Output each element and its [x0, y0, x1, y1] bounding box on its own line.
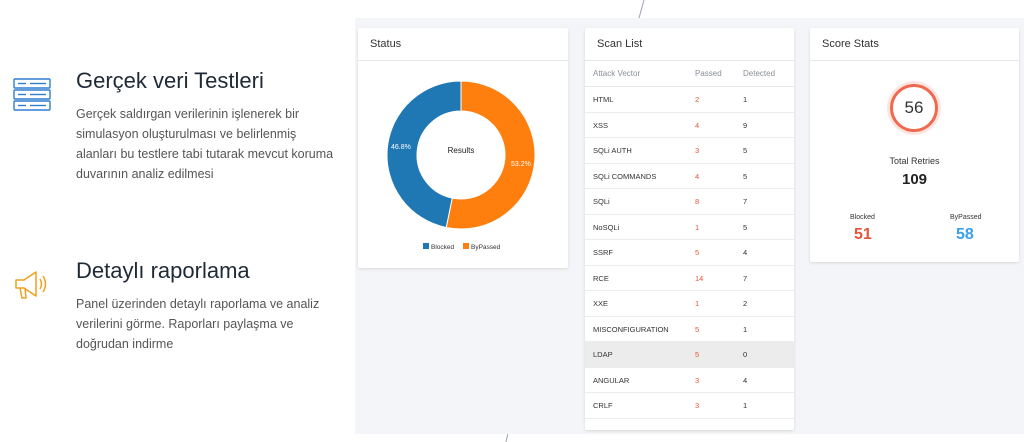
detected-cell: 4	[743, 375, 748, 385]
bypassed-percent-label: 53.2%	[511, 161, 531, 168]
passed-cell: 3	[695, 146, 700, 155]
megaphone-icon	[15, 271, 47, 299]
table-body: HTML 2 1 XSS 4 9 SQLi AUTH 3 5 SQLi COMMANDS 4 5 SQL…	[585, 87, 794, 419]
column-header: Attack Vector	[593, 69, 641, 78]
server-rack-icon	[13, 78, 51, 111]
detected-cell: 7	[743, 197, 748, 206]
attack-vector-cell: XSS	[593, 120, 609, 130]
detected-cell: 5	[743, 171, 748, 181]
table-row[interactable]: NoSQLi 1 5	[585, 215, 794, 240]
passed-cell: 1	[695, 299, 700, 308]
blocked-percent-label: 46.8%	[391, 144, 411, 151]
donut-center-label: Results	[448, 146, 475, 155]
passed-cell: 5	[695, 350, 700, 359]
total-retries-label: Total Retries	[889, 156, 940, 166]
table-row[interactable]: SQLi COMMANDS 4 5	[585, 164, 794, 189]
detected-cell: 7	[743, 273, 748, 283]
slice-blocked[interactable]	[386, 80, 462, 229]
attack-vector-cell: NoSQLi	[593, 222, 620, 232]
detected-cell: 2	[743, 299, 748, 308]
passed-cell: 1	[695, 222, 700, 232]
table-row[interactable]: LDAP 5 0	[585, 342, 794, 368]
score-ring: 56	[890, 84, 938, 132]
passed-cell: 4	[695, 171, 700, 181]
table-header: Attack Vector Passed Detected	[585, 61, 794, 87]
slice-bypassed[interactable]	[445, 80, 536, 230]
feature-title: Gerçek veri Testleri	[76, 68, 264, 93]
status-donut-chart: Results 46.8% 53.2% Blocked ByPassed	[386, 80, 536, 251]
card-title: Status	[358, 28, 568, 61]
dashboard-panel: Status Results 46.8% 53.2% Blocked ByPassed …	[355, 18, 1024, 434]
card-title: Scan List	[585, 28, 794, 61]
total-retries-value: 109	[901, 171, 928, 188]
blocked-value: 51	[854, 226, 872, 243]
attack-vector-cell: SQLi AUTH	[593, 146, 632, 155]
passed-cell: 3	[695, 401, 700, 410]
table-row[interactable]: XSS 4 9	[585, 113, 794, 138]
detected-cell: 4	[743, 248, 748, 257]
legend-bypassed-label: ByPassed	[471, 244, 501, 251]
attack-vector-cell: SSRF	[593, 248, 614, 257]
detected-cell: 1	[743, 401, 748, 410]
feature-title: Detaylı raporlama	[76, 258, 250, 283]
attack-vector-cell: SQLi COMMANDS	[593, 171, 657, 181]
attack-vector-cell: RCE	[593, 273, 609, 283]
attack-vector-cell: LDAP	[593, 350, 613, 359]
table-row[interactable]: SQLi 8 7	[585, 189, 794, 215]
passed-cell: 2	[695, 95, 700, 104]
passed-cell: 8	[695, 197, 700, 206]
passed-cell: 4	[695, 120, 700, 130]
detected-cell: 1	[743, 95, 748, 104]
feature-description: Panel üzerinden detaylı raporlama ve ana…	[76, 297, 320, 351]
table-row[interactable]: SQLi AUTH 3 5	[585, 138, 794, 164]
detected-cell: 9	[743, 120, 748, 130]
table-row[interactable]: XXE 1 2	[585, 291, 794, 317]
attack-vector-cell: MISCONFIGURATION	[593, 324, 669, 334]
decorative-line	[638, 0, 645, 19]
passed-cell: 5	[695, 248, 700, 257]
detected-cell: 0	[743, 350, 748, 359]
passed-cell: 5	[695, 324, 700, 334]
blocked-label: Blocked	[850, 214, 875, 221]
detected-cell: 1	[743, 324, 748, 334]
status-card: Status Results 46.8% 53.2% Blocked ByPassed	[358, 28, 568, 268]
detected-cell: 5	[743, 222, 748, 232]
column-header: Detected	[743, 69, 776, 78]
table-row[interactable]: SSRF 5 4	[585, 240, 794, 266]
table-row[interactable]: CRLF 3 1	[585, 393, 794, 419]
attack-vector-cell: XXE	[593, 299, 609, 308]
table-row[interactable]: ANGULAR 3 4	[585, 368, 794, 393]
legend-bypassed-swatch	[463, 243, 469, 249]
score-stats-card: Score Stats 56 Total Retries 109 Blocked…	[810, 28, 1019, 262]
bypassed-label: ByPassed	[950, 214, 982, 221]
attack-vector-cell: ANGULAR	[593, 375, 630, 385]
table-row[interactable]: RCE 14 7	[585, 266, 794, 291]
column-header: Passed	[695, 69, 722, 78]
passed-cell: 3	[695, 375, 700, 385]
attack-vector-cell: SQLi	[593, 197, 610, 206]
table-row[interactable]: MISCONFIGURATION 5 1	[585, 317, 794, 342]
feature-description: Gerçek saldırgan verilerinin işlenerek b…	[76, 107, 334, 181]
card-title: Score Stats	[810, 28, 1019, 61]
legend-blocked-swatch	[423, 243, 429, 249]
detected-cell: 5	[743, 146, 748, 155]
table-row[interactable]: HTML 2 1	[585, 87, 794, 113]
attack-vector-cell: HTML	[593, 95, 614, 104]
legend-blocked-label: Blocked	[431, 244, 455, 251]
bypassed-value: 58	[956, 226, 974, 243]
attack-vector-cell: CRLF	[593, 401, 613, 410]
passed-cell: 14	[695, 273, 704, 283]
scan-list-card: Scan List Attack Vector Passed Detected …	[585, 28, 794, 430]
